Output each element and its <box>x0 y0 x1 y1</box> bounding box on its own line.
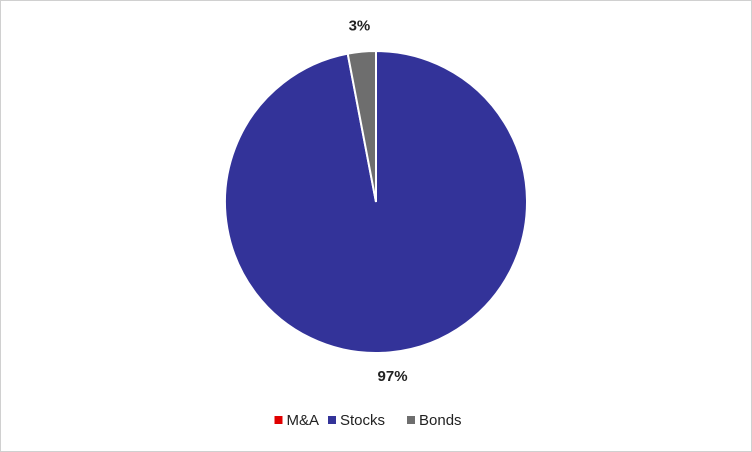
legend-swatch <box>328 416 336 424</box>
legend-label: Stocks <box>340 412 385 429</box>
legend-label: M&A <box>287 412 320 429</box>
data-label: 97% <box>378 368 408 385</box>
data-label: 3% <box>349 18 371 35</box>
legend-label: Bonds <box>419 412 462 429</box>
legend-swatch <box>407 416 415 424</box>
legend-swatch <box>274 416 283 424</box>
pie-slice <box>346 49 377 203</box>
